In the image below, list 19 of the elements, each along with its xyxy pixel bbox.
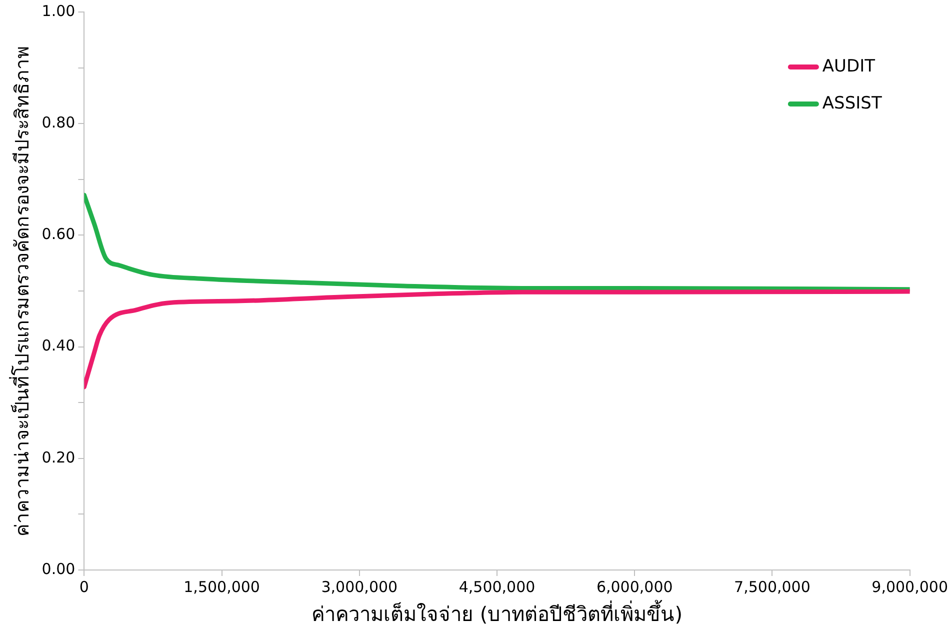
line-series — [84, 192, 910, 292]
x-tick-label: 6,000,000 — [596, 578, 673, 596]
x-tick-label: 3,000,000 — [321, 578, 398, 596]
x-axis-title: ค่าความเต็มใจจ่าย (บาทต่อปีชีวิตที่เพิ่มขึ้น) — [312, 600, 682, 626]
legend-label: AUDIT — [822, 56, 876, 76]
y-tick-label: 0.00 — [42, 560, 76, 578]
x-tick-label: 0 — [79, 578, 89, 596]
y-tick-label: 0.20 — [42, 448, 76, 466]
x-tick-label: 1,500,000 — [184, 578, 260, 596]
x-tick-label: 4,500,000 — [458, 578, 536, 596]
y-tick-label: 0.40 — [42, 336, 76, 355]
y-tick-label: 1.00 — [42, 2, 76, 20]
line-series — [84, 289, 910, 390]
legend-label: ASSIST — [822, 93, 882, 114]
y-tick-label: 0.60 — [42, 225, 76, 244]
y-tick-label: 0.80 — [42, 113, 76, 132]
x-tick-label: 7,500,000 — [734, 578, 810, 596]
x-tick-label: 9,000,000 — [872, 578, 948, 596]
y-axis-title: ค่าความน่าจะเป็นที่โปรแกรมตรวจคัดกรองจะมีประสิทธิภาพ — [8, 46, 34, 536]
